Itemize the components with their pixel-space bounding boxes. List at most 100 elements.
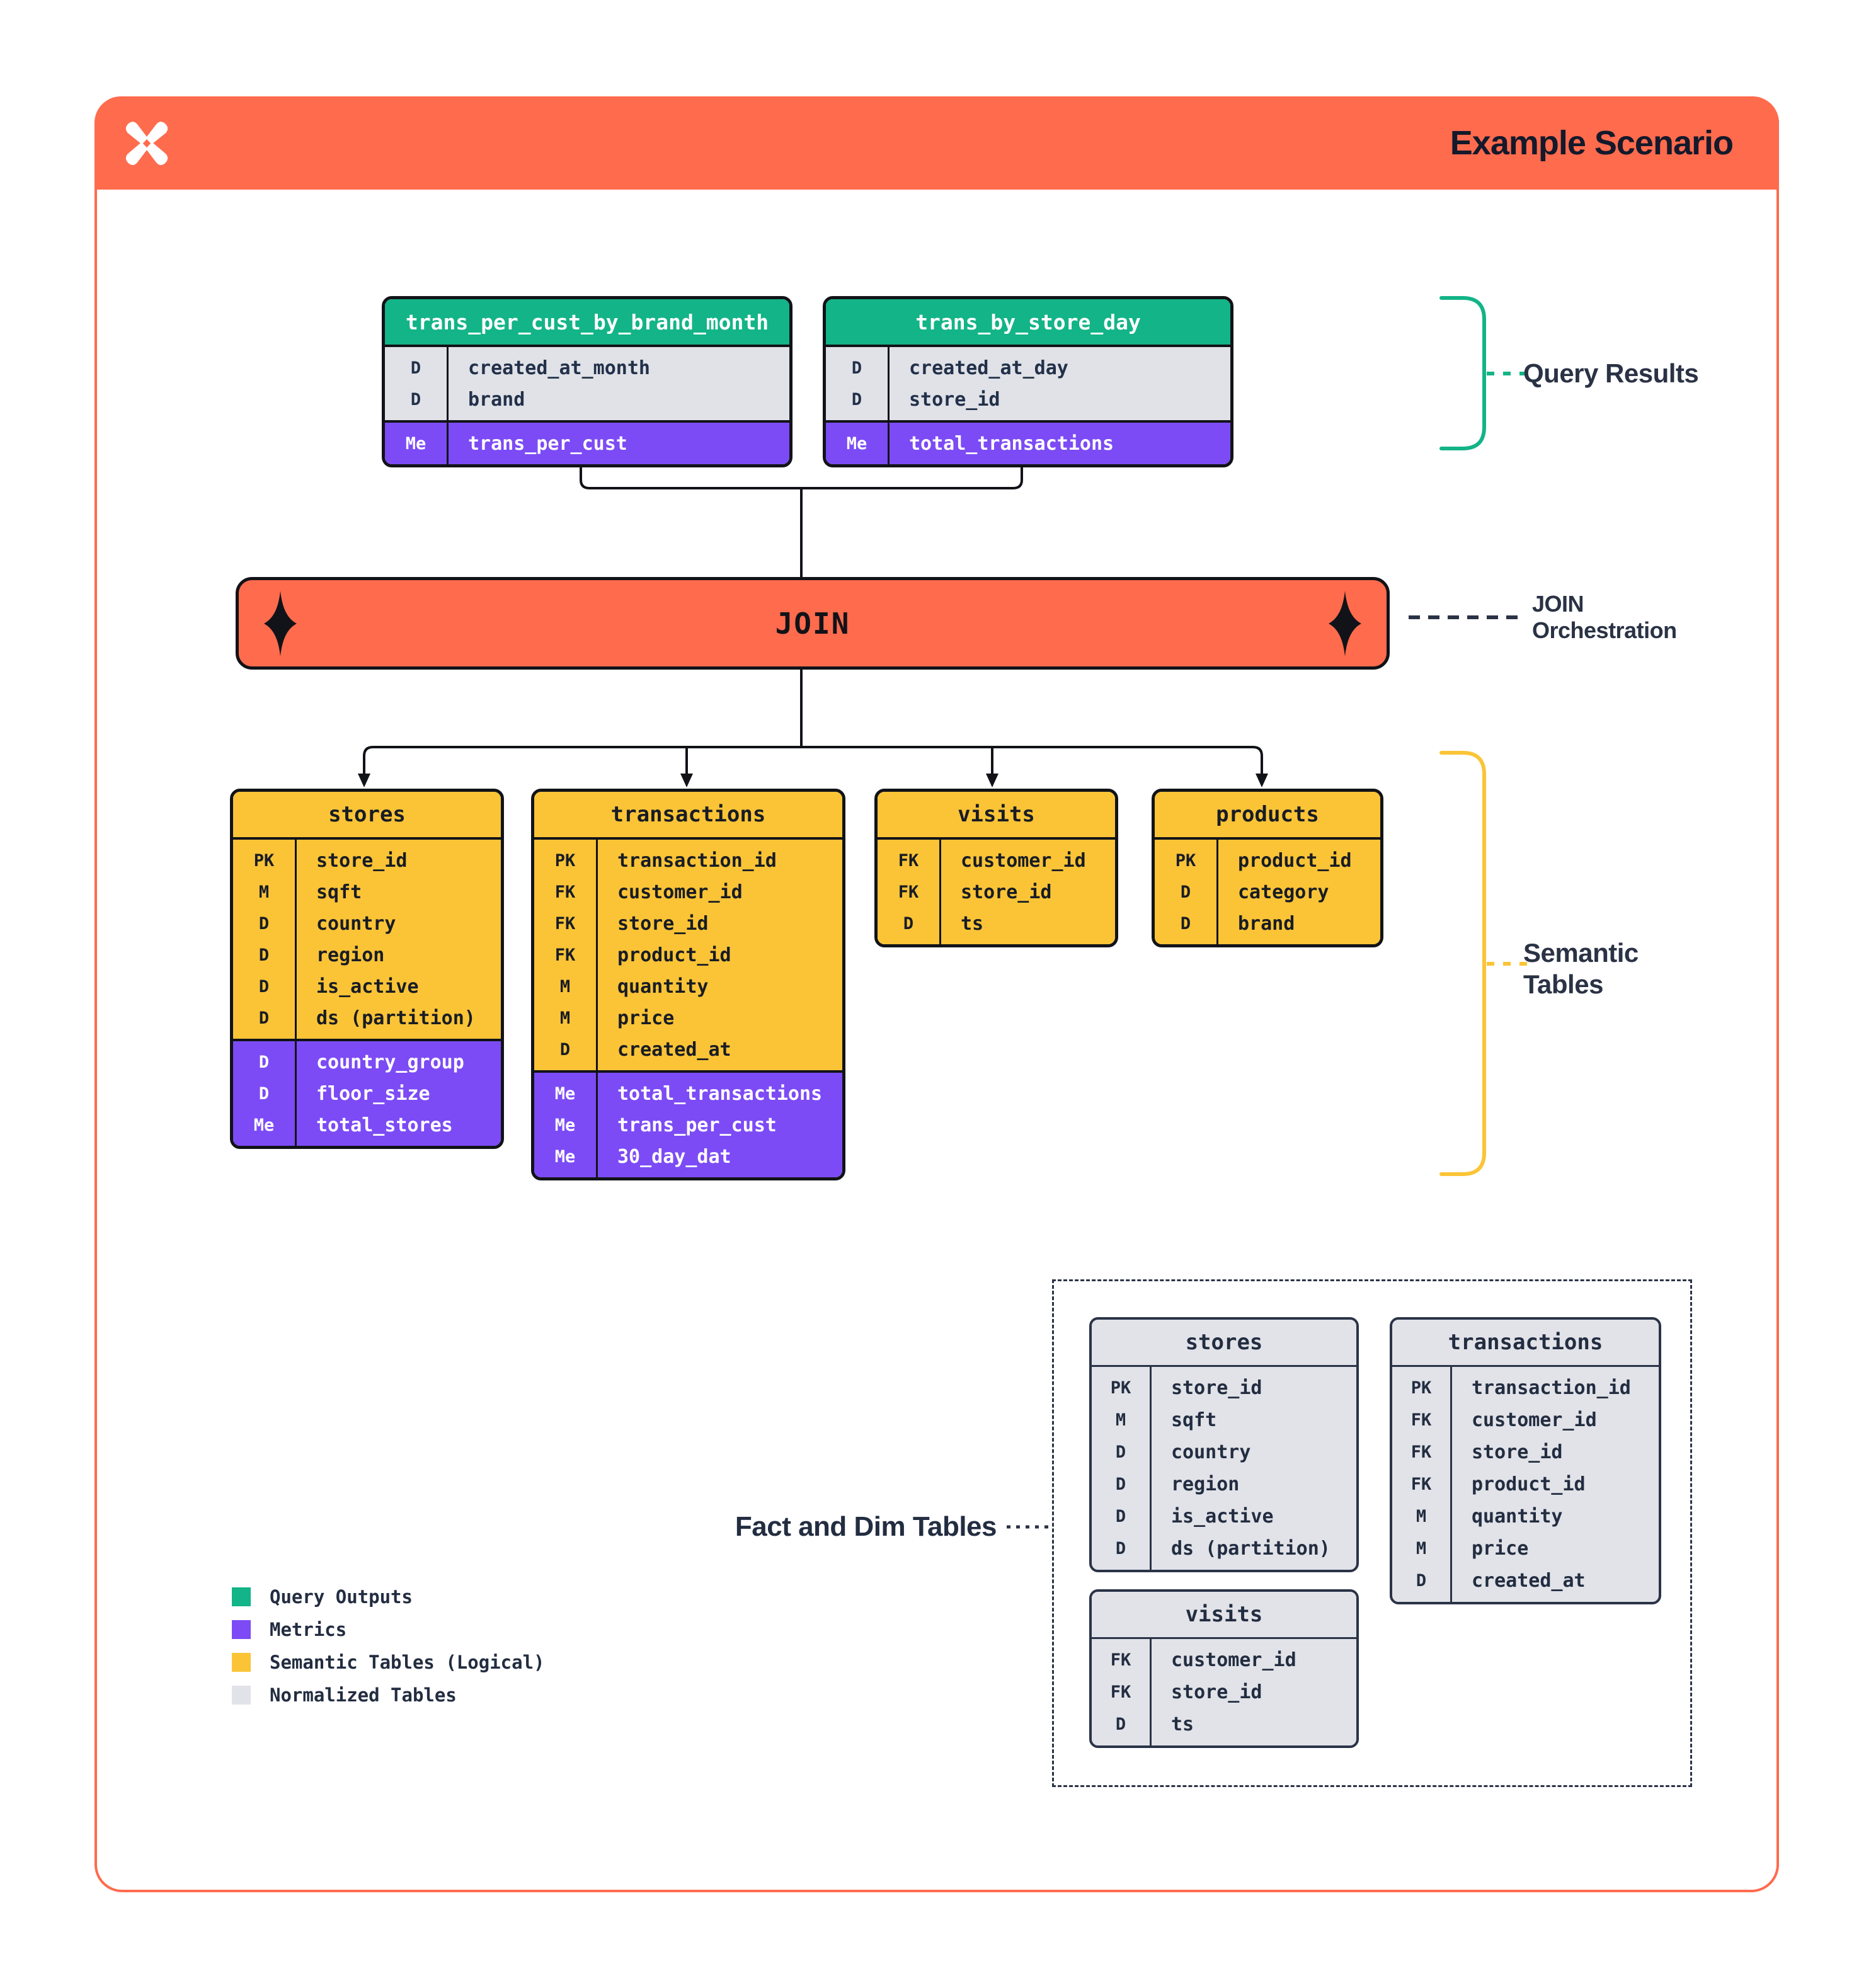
row-key: M <box>1115 1410 1126 1430</box>
legend-item-query-outputs: Query Outputs <box>232 1586 545 1608</box>
row-key: D <box>258 976 270 997</box>
row-field: country <box>1171 1441 1251 1463</box>
row-key: D <box>559 1039 571 1060</box>
dagster-pinwheel-icon <box>125 122 168 165</box>
row-field: ts <box>1171 1713 1194 1735</box>
row-field: ds (partition) <box>316 1007 476 1029</box>
fact-dim-label: Fact and Dim Tables <box>735 1511 997 1542</box>
fact-dim-dashed-box <box>1052 1279 1692 1787</box>
table-row: FK product_id <box>534 939 842 971</box>
row-key: D <box>1115 1715 1126 1734</box>
row-field: product_id <box>1472 1473 1586 1495</box>
row-key: FK <box>554 913 576 934</box>
table-row: FK store_id <box>878 876 1115 908</box>
table-row: PK transaction_id <box>534 845 842 876</box>
legend-label: Metrics <box>270 1619 347 1640</box>
table-title: trans_per_cust_by_brand_month <box>385 299 789 347</box>
row-field: customer_id <box>961 849 1086 872</box>
row-key: D <box>258 913 270 934</box>
row-key: D <box>258 1083 270 1104</box>
table-title: transactions <box>534 792 842 840</box>
row-field: store_id <box>1171 1377 1262 1399</box>
row-key: M <box>258 882 270 902</box>
row-key: FK <box>1410 1410 1432 1430</box>
row-field: floor_size <box>316 1082 430 1105</box>
table-title: trans_by_store_day <box>826 299 1230 347</box>
row-key: D <box>903 913 914 934</box>
row-field: store_id <box>961 881 1052 903</box>
table-row: PK store_id <box>233 845 501 876</box>
row-key: FK <box>554 882 576 902</box>
table-title: visits <box>1092 1592 1356 1639</box>
row-key: FK <box>898 882 919 902</box>
semantic-table-transactions: transactions PK transaction_id FK customer_… <box>531 789 845 1180</box>
legend-swatch-green <box>232 1587 251 1606</box>
normalized-table-transactions: transactions PK transaction_id FK customer_… <box>1390 1317 1661 1604</box>
row-field: product_id <box>1238 849 1352 872</box>
row-field: customer_id <box>617 881 743 903</box>
table-row: Me total_stores <box>233 1109 501 1141</box>
table-row: PK transaction_id <box>1392 1372 1659 1404</box>
table-row: FK customer_id <box>534 876 842 908</box>
row-field: transaction_id <box>617 849 777 872</box>
table-row: FK store_id <box>1092 1676 1356 1708</box>
row-key: PK <box>554 850 576 871</box>
row-field: region <box>316 944 385 966</box>
row-field: quantity <box>1472 1505 1563 1528</box>
row-field: store_id <box>617 912 709 935</box>
row-key: Me <box>554 1146 576 1167</box>
row-key: PK <box>1410 1378 1432 1398</box>
dimension-rows: PK transaction_id FK customer_id FK store_id F… <box>534 840 842 1070</box>
row-key: D <box>258 1052 270 1072</box>
row-field: brand <box>468 388 525 411</box>
row-key: D <box>1115 1539 1126 1558</box>
row-key: D <box>410 389 421 409</box>
row-field: store_id <box>909 388 1000 411</box>
row-key: PK <box>1175 850 1196 871</box>
row-key: D <box>258 945 270 965</box>
table-title: stores <box>233 792 501 840</box>
table-row: Me total_transactions <box>534 1078 842 1109</box>
table-row: FK customer_id <box>878 845 1115 876</box>
row-key: D <box>1180 882 1191 902</box>
row-key: D <box>1180 913 1191 934</box>
row-field: country_group <box>316 1051 464 1073</box>
row-field: customer_id <box>1472 1409 1597 1431</box>
row-field: total_transactions <box>909 432 1114 455</box>
metric-rows: Me trans_per_cust <box>385 420 789 464</box>
card-header-bar <box>94 96 1779 190</box>
legend-item-metrics: Metrics <box>232 1619 545 1640</box>
row-field: region <box>1171 1473 1240 1495</box>
row-field: sqft <box>316 881 362 903</box>
join-annotation-line2: Orchestration <box>1532 617 1677 644</box>
row-key: D <box>851 389 862 409</box>
semantic-tables-line1: Semantic <box>1523 938 1639 968</box>
row-key: D <box>1115 1475 1126 1494</box>
row-key: D <box>1115 1442 1126 1462</box>
row-key: D <box>1115 1507 1126 1526</box>
sparkle-diamond-icon <box>264 590 297 656</box>
sparkle-diamond-icon <box>1329 590 1361 656</box>
row-key: Me <box>405 433 426 454</box>
row-field: store_id <box>1171 1681 1262 1703</box>
metric-rows: Me total_transactions <box>826 420 1230 464</box>
table-row: FK product_id <box>1392 1468 1659 1500</box>
